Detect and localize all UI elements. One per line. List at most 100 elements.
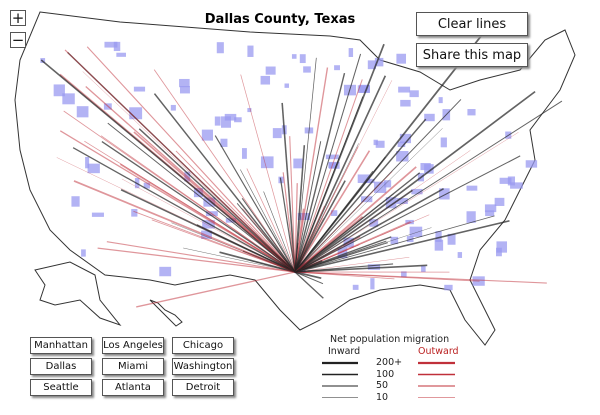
- flow-line: [294, 215, 495, 273]
- county: [81, 249, 86, 257]
- county: [374, 181, 387, 193]
- county: [143, 182, 150, 189]
- flow-line: [294, 150, 371, 273]
- county: [373, 139, 378, 146]
- flow-line: [175, 150, 296, 273]
- flow-line: [64, 49, 296, 273]
- flow-line: [294, 271, 322, 280]
- flow-line: [107, 122, 296, 273]
- county: [409, 226, 423, 237]
- flow-line: [240, 169, 296, 273]
- county: [447, 233, 456, 245]
- flow-line: [246, 168, 296, 273]
- county: [265, 66, 276, 75]
- county: [247, 45, 254, 57]
- city-button[interactable]: Manhattan: [30, 337, 92, 354]
- city-button[interactable]: Miami: [102, 358, 164, 375]
- county: [400, 99, 411, 107]
- county: [179, 86, 190, 94]
- flow-line: [133, 210, 296, 273]
- county: [129, 107, 143, 120]
- county: [401, 271, 407, 278]
- city-button[interactable]: Dallas: [30, 358, 92, 375]
- flow-line: [294, 128, 443, 273]
- zoom-in[interactable]: +: [10, 8, 26, 27]
- flow-line: [294, 171, 393, 273]
- county: [435, 231, 442, 242]
- county: [421, 265, 426, 272]
- county: [357, 174, 371, 184]
- county: [424, 164, 434, 174]
- legend-lines: [322, 361, 455, 398]
- flow-line: [219, 251, 296, 273]
- county: [348, 48, 354, 57]
- flow-line: [294, 155, 521, 273]
- county: [359, 84, 370, 93]
- city-button[interactable]: Atlanta: [102, 379, 164, 396]
- flow-line: [240, 74, 296, 273]
- flow-line: [294, 180, 346, 273]
- zoom-out[interactable]: −: [10, 30, 26, 49]
- city-button[interactable]: Detroit: [172, 379, 234, 396]
- county: [221, 116, 231, 128]
- county: [71, 196, 80, 207]
- county: [131, 208, 138, 217]
- county: [384, 180, 392, 188]
- county: [291, 54, 297, 59]
- flow-line: [101, 141, 296, 273]
- flow-line: [241, 198, 296, 273]
- county: [225, 218, 237, 223]
- county: [411, 188, 423, 195]
- flow-line: [294, 242, 389, 273]
- flow-line: [84, 140, 296, 273]
- flow-line: [294, 96, 364, 273]
- flow-line: [294, 90, 536, 273]
- county: [396, 198, 408, 204]
- flow-line: [294, 220, 510, 273]
- county: [113, 41, 121, 52]
- county: [272, 128, 282, 139]
- county: [76, 106, 89, 118]
- county: [116, 52, 126, 57]
- county: [85, 156, 90, 169]
- flow-line: [86, 46, 296, 273]
- county: [366, 178, 375, 184]
- flow-line: [289, 136, 296, 273]
- flow-line: [138, 128, 296, 273]
- flow-line: [294, 100, 563, 273]
- flow-line: [100, 135, 296, 273]
- county: [484, 204, 497, 213]
- flow-line: [263, 191, 296, 273]
- county: [438, 97, 443, 104]
- city-button[interactable]: Chicago: [172, 337, 234, 354]
- county: [241, 148, 247, 159]
- county: [202, 220, 215, 229]
- city-button[interactable]: Seattle: [30, 379, 92, 396]
- county: [352, 284, 359, 290]
- county: [159, 266, 172, 277]
- flow-line: [294, 271, 324, 299]
- county: [87, 163, 100, 174]
- share-button[interactable]: Share this map: [416, 43, 528, 67]
- city-button[interactable]: Los Angeles: [102, 337, 164, 354]
- county: [334, 65, 340, 71]
- flow-line: [294, 264, 428, 273]
- county: [525, 160, 538, 168]
- county: [385, 197, 397, 209]
- county: [440, 137, 447, 148]
- city-button[interactable]: Washington: [172, 358, 234, 375]
- county: [284, 83, 290, 88]
- legend-level: 100: [376, 368, 395, 380]
- county: [328, 161, 340, 169]
- flow-line: [294, 189, 413, 273]
- county: [457, 252, 463, 258]
- county: [260, 156, 274, 169]
- county: [467, 109, 476, 116]
- county: [367, 60, 376, 70]
- county: [370, 278, 375, 290]
- hawaii: [149, 299, 183, 327]
- county: [466, 211, 476, 223]
- county: [62, 93, 75, 105]
- flow-line: [294, 271, 547, 284]
- clear-lines-button[interactable]: Clear lines: [416, 12, 528, 36]
